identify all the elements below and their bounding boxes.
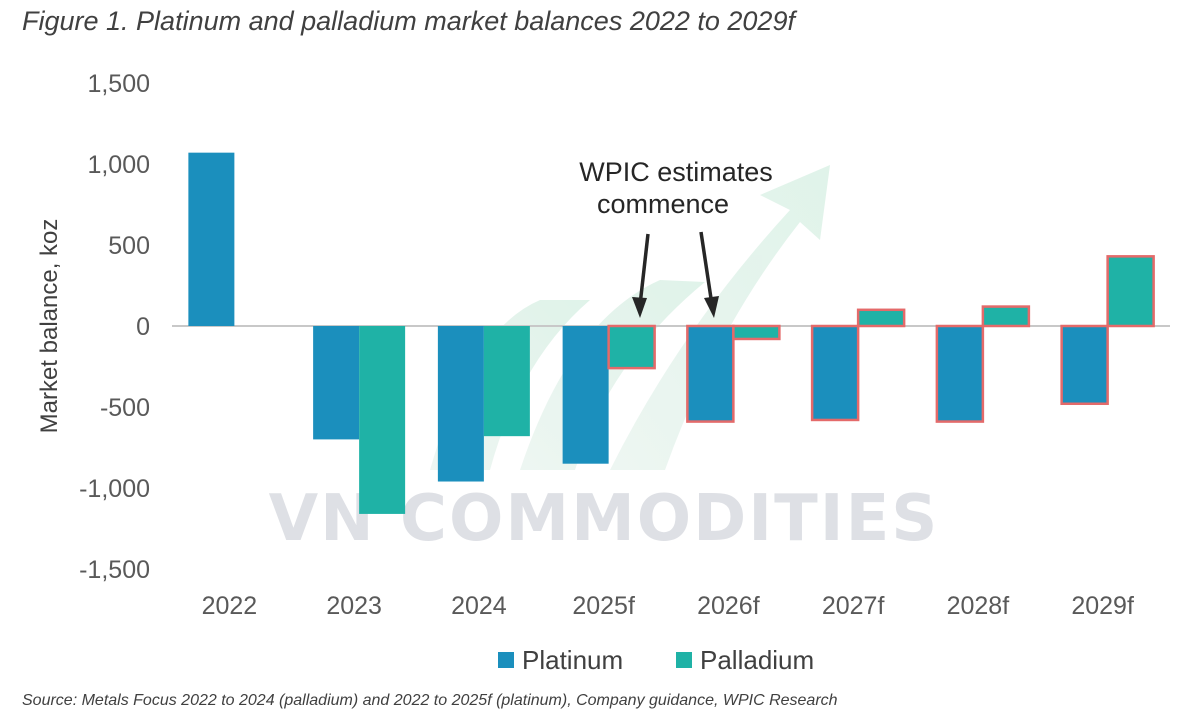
annotation-arrowhead-right	[704, 296, 719, 318]
y-tick-label: 1,500	[87, 70, 150, 98]
y-tick-label: -1,500	[79, 556, 150, 584]
platinum-bar-2024	[437, 326, 484, 482]
annotation: WPIC estimates commence	[579, 157, 773, 318]
platinum-bar-2029f	[1060, 324, 1109, 406]
annotation-arrow-right	[699, 231, 714, 306]
legend: Platinum Palladium	[498, 645, 814, 675]
y-tick-label: 0	[136, 313, 150, 341]
palladium-bar-2025f	[607, 324, 656, 370]
legend-swatch-palladium	[676, 652, 692, 668]
x-tick-label: 2022	[202, 592, 258, 620]
platinum-bar-2027f	[810, 324, 860, 422]
y-axis-label: Market balance, koz	[36, 219, 63, 434]
y-tick-label: -1,000	[79, 475, 150, 503]
y-tick-label: -500	[100, 394, 150, 422]
x-tick-label: 2028f	[947, 592, 1010, 620]
platinum-bar-2023	[313, 326, 360, 440]
annotation-arrowhead-left	[632, 297, 647, 318]
y-tick-label: 500	[108, 232, 150, 260]
bars-group	[188, 152, 1155, 514]
x-tick-label: 2029f	[1071, 592, 1134, 620]
y-tick-label: 1,000	[87, 151, 150, 179]
x-tick-label: 2023	[326, 592, 382, 620]
bar-chart: VN COMMODITIES 1,5001,0005000-500-1,000-…	[36, 70, 1170, 675]
annotation-line-1: WPIC estimates	[579, 157, 773, 187]
source-note: Source: Metals Focus 2022 to 2024 (palla…	[22, 692, 838, 709]
chart-title: Figure 1. Platinum and palladium market …	[22, 6, 795, 36]
platinum-bar-2028f	[935, 324, 985, 423]
x-tick-label: 2026f	[697, 592, 760, 620]
palladium-bar-2028f	[981, 305, 1031, 328]
legend-label-palladium: Palladium	[700, 645, 814, 675]
legend-swatch-platinum	[498, 652, 514, 668]
x-axis: 2022 2023 2024 2025f 2026f 2027f 2028f 2029f	[202, 592, 1134, 620]
platinum-bar-2025f	[562, 326, 609, 464]
legend-label-platinum: Platinum	[522, 645, 623, 675]
x-tick-label: 2027f	[822, 592, 885, 620]
annotation-line-2: commence	[597, 189, 729, 219]
palladium-bar-2026f	[732, 324, 781, 341]
x-tick-label: 2024	[451, 592, 507, 620]
palladium-bar-2023	[359, 326, 406, 514]
annotation-arrow-left	[638, 233, 650, 306]
palladium-bar-2027f	[856, 308, 906, 328]
x-tick-label: 2025f	[572, 592, 635, 620]
palladium-bar-2029f	[1106, 255, 1155, 328]
y-axis: 1,500 1,000 500 0 -500 -1,000 -1,500	[79, 70, 150, 584]
platinum-bar-2026f	[686, 324, 735, 423]
palladium-bar-2024	[483, 326, 530, 437]
platinum-bar-2022	[188, 152, 235, 326]
